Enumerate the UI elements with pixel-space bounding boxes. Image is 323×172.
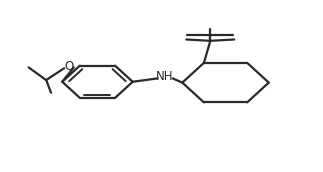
Text: O: O <box>64 60 73 73</box>
Text: NH: NH <box>156 70 173 83</box>
